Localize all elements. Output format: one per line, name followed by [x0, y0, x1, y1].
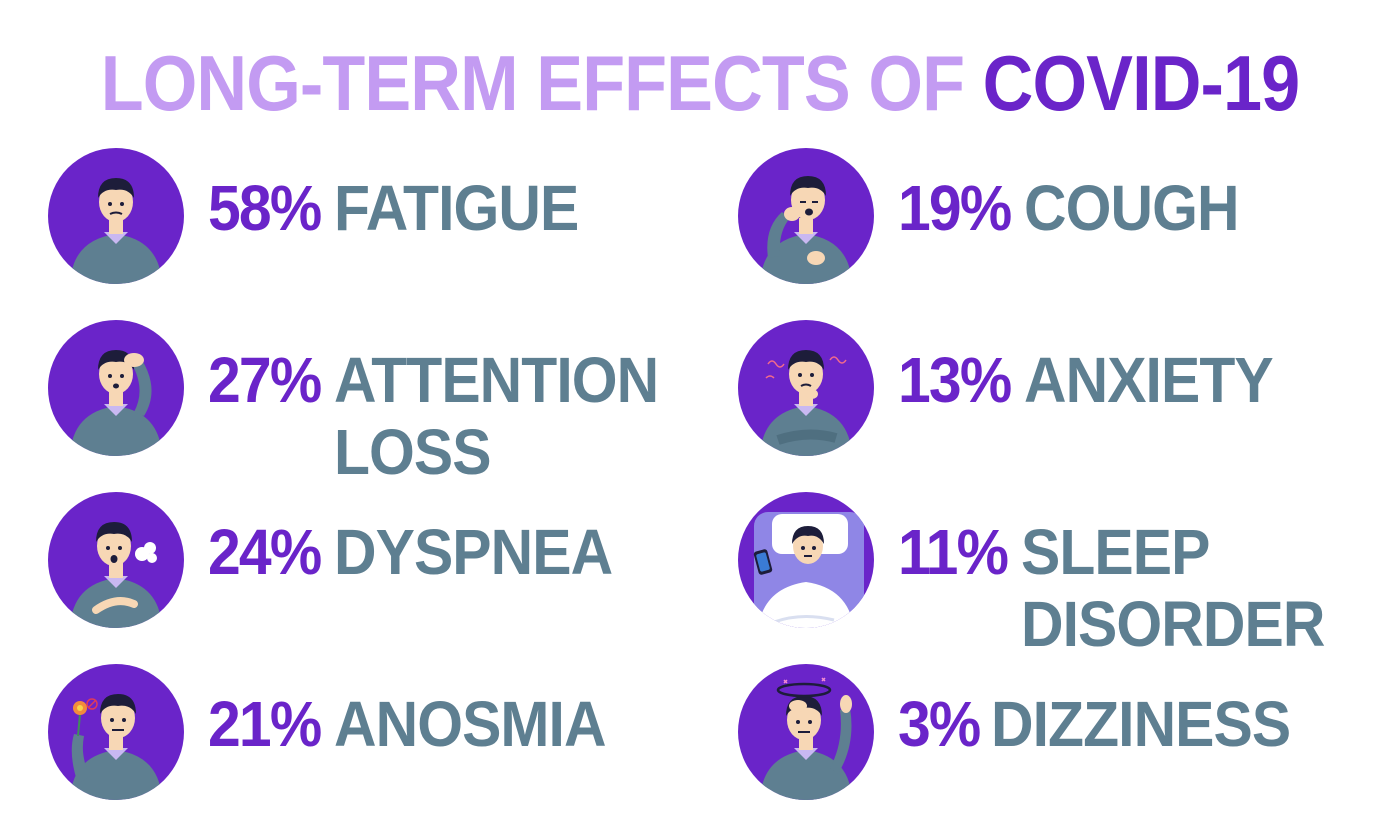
effect-percent: 58%: [208, 172, 322, 244]
effect-label: COUGH: [1024, 172, 1239, 244]
effect-label: ATTENTION LOSS: [334, 344, 659, 488]
title-part-1: LONG-TERM EFFECTS OF: [100, 39, 965, 127]
page-title: LONG-TERM EFFECTS OF COVID-19: [70, 38, 1330, 128]
effect-label: ANOSMIA: [334, 688, 607, 760]
person-short-breath-icon: [48, 492, 184, 628]
effect-percent: 19%: [898, 172, 1012, 244]
effect-percent: 11%: [898, 516, 1009, 588]
effect-label: FATIGUE: [334, 172, 579, 244]
effect-label: ANXIETY: [1024, 344, 1274, 416]
title-part-2: COVID-19: [982, 39, 1300, 127]
person-headache-icon: [48, 320, 184, 456]
effect-percent: 21%: [208, 688, 322, 760]
person-fatigue-icon: [48, 148, 184, 284]
effect-label: DYSPNEA: [334, 516, 613, 588]
effect-percent: 27%: [208, 344, 322, 416]
effect-label: DIZZINESS: [990, 688, 1291, 760]
person-smelling-flower-icon: [48, 664, 184, 800]
person-in-bed-icon: [738, 492, 874, 628]
effect-percent: 24%: [208, 516, 322, 588]
person-dizzy-icon: [738, 664, 874, 800]
effect-percent: 13%: [898, 344, 1012, 416]
effect-percent: 3%: [898, 688, 981, 760]
person-coughing-icon: [738, 148, 874, 284]
person-anxious-icon: [738, 320, 874, 456]
effect-label: SLEEP DISORDER: [1020, 516, 1325, 660]
